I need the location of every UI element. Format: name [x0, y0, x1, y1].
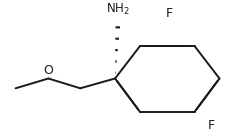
Text: O: O — [44, 64, 53, 77]
Text: F: F — [166, 7, 173, 20]
Text: NH$_2$: NH$_2$ — [106, 2, 130, 17]
Text: F: F — [208, 119, 215, 132]
